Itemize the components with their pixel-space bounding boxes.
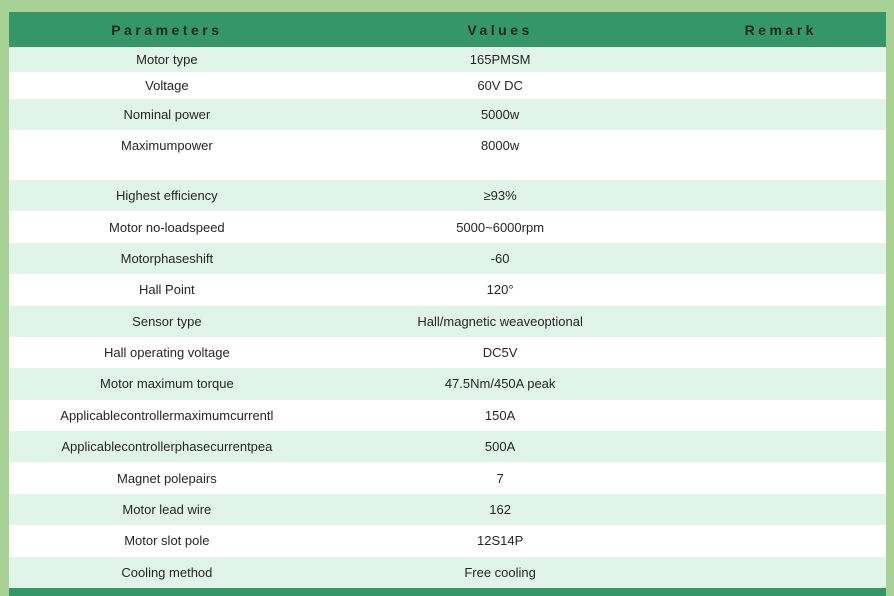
value-cell: DC5V — [482, 345, 518, 361]
remark-cell — [676, 494, 886, 525]
param-cell: Applicablecontrollermaximumcurrentl — [60, 407, 274, 423]
param-cell: Motor no-loadspeed — [109, 219, 225, 235]
header-parameters: Parameters — [9, 12, 325, 47]
header-remark: Remark — [675, 12, 886, 47]
value-cell: 5000~6000rpm — [456, 219, 545, 235]
value-cell: 165PMSM — [469, 52, 531, 67]
remark-cell — [676, 400, 886, 431]
value-cell: 5000w — [480, 107, 520, 122]
value-cell: -60 — [490, 250, 510, 266]
remark-cell — [676, 47, 886, 72]
table-header: Parameters Values Remark — [9, 12, 886, 47]
table-row: Cooling method Free cooling — [9, 556, 886, 589]
table-row: Sensor type Hall/magnetic weaveoptional — [9, 305, 886, 337]
value-cell: 8000w — [480, 138, 520, 153]
remark-cell — [676, 130, 886, 180]
table-row: Motorphaseshift -60 — [9, 242, 886, 275]
param-cell: Applicablecontrollerphasecurrentpea — [61, 439, 273, 455]
table-row: Highest efficiency ≥93% — [9, 180, 886, 212]
value-cell: ≥93% — [483, 188, 517, 204]
param-cell: Motorphaseshift — [120, 250, 214, 266]
value-cell: Hall/magnetic weaveoptional — [417, 313, 583, 329]
table-row: Motor slot pole 12S14P — [9, 525, 886, 557]
param-cell: Motor slot pole — [124, 533, 210, 549]
param-cell: Hall operating voltage — [103, 345, 230, 361]
table-row: Motor lead wire 162 — [9, 493, 886, 526]
remark-cell — [676, 274, 886, 305]
param-cell: Motor lead wire — [122, 501, 212, 517]
value-cell: 120° — [486, 282, 514, 298]
header-values: Values — [324, 12, 676, 47]
remark-cell — [676, 337, 886, 368]
header-row: Parameters Values Remark — [9, 12, 886, 47]
param-cell: Sensor type — [132, 313, 202, 329]
remark-cell — [676, 306, 886, 337]
table-row: Motor maximum torque 47.5Nm/450A peak — [9, 368, 886, 400]
param-cell: Motor maximum torque — [100, 376, 234, 392]
value-cell: 7 — [496, 470, 504, 486]
value-cell: 500A — [484, 439, 516, 455]
table-row: Motor type 165PMSM — [9, 47, 886, 72]
param-cell: Maximumpower — [120, 138, 213, 153]
table-row: Maximumpower 8000w — [9, 130, 886, 180]
table-row: Nominal power 5000w — [9, 99, 886, 130]
value-cell: 12S14P — [476, 533, 524, 549]
param-cell: Cooling method — [121, 564, 213, 580]
table-body: Motor type 165PMSM Voltage 60V DC Nomina… — [9, 47, 886, 588]
spec-table: Parameters Values Remark Motor type 165P… — [9, 12, 886, 588]
remark-cell — [676, 243, 886, 274]
param-cell: Motor type — [136, 52, 198, 67]
value-cell: 60V DC — [477, 78, 523, 93]
remark-cell — [676, 462, 886, 493]
remark-cell — [676, 525, 886, 556]
table-row: Hall Point 120° — [9, 274, 886, 306]
value-cell: 162 — [489, 501, 511, 517]
bottom-accent-bar — [9, 588, 886, 596]
table-row: Voltage 60V DC — [9, 72, 886, 99]
remark-cell — [676, 99, 886, 130]
remark-cell — [676, 180, 886, 211]
remark-cell — [676, 72, 886, 99]
table-row: Applicablecontrollermaximumcurrentl 150A — [9, 399, 886, 431]
param-cell: Magnet polepairs — [116, 470, 217, 486]
value-cell: Free cooling — [464, 564, 536, 580]
value-cell: 150A — [484, 407, 516, 423]
remark-cell — [676, 431, 886, 462]
table-row: Hall operating voltage DC5V — [9, 336, 886, 369]
param-cell: Voltage — [145, 78, 189, 93]
remark-cell — [676, 368, 886, 399]
table-row: Applicablecontrollerphasecurrentpea 500A — [9, 431, 886, 463]
param-cell: Nominal power — [123, 107, 211, 122]
remark-cell — [676, 557, 886, 589]
table-row: Motor no-loadspeed 5000~6000rpm — [9, 211, 886, 243]
param-cell: Hall Point — [139, 282, 195, 298]
value-cell: 47.5Nm/450A peak — [444, 376, 556, 392]
remark-cell — [676, 211, 886, 242]
table-row: Magnet polepairs 7 — [9, 462, 886, 494]
param-cell: Highest efficiency — [116, 188, 218, 204]
